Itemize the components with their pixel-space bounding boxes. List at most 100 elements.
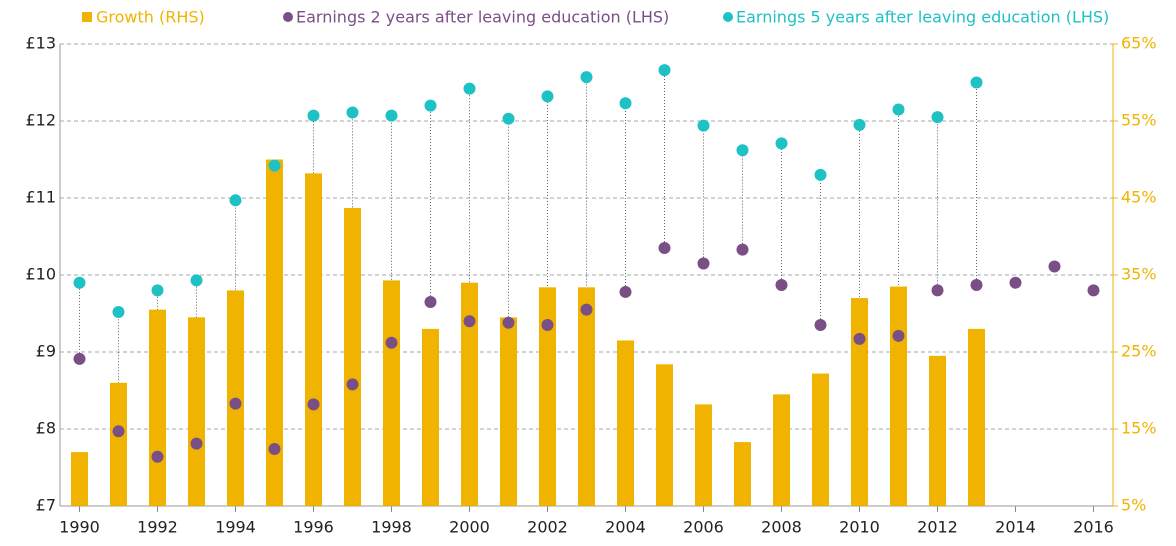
dot: [346, 378, 359, 391]
x-tick-label: 1994: [215, 518, 256, 537]
dot: [502, 316, 515, 329]
x-tick-label: 2008: [761, 518, 802, 537]
dot: [541, 90, 554, 103]
y-tick-label: £13: [25, 34, 56, 53]
y-tick-label: £8: [36, 419, 56, 438]
x-tick-label: 2016: [1073, 518, 1114, 537]
dot: [775, 137, 788, 150]
dot: [229, 194, 242, 207]
bar: [266, 159, 283, 506]
y2-tick-label: 5%: [1121, 496, 1146, 515]
dot: [112, 305, 125, 318]
y2-tick-label: 25%: [1121, 342, 1157, 361]
dot: [190, 437, 203, 450]
dot: [424, 295, 437, 308]
dot: [697, 119, 710, 132]
bar: [71, 452, 88, 506]
bar: [110, 382, 127, 506]
bar: [344, 208, 361, 506]
legend-label: Earnings 5 years after leaving education…: [736, 8, 1109, 27]
bar: [929, 355, 946, 506]
dot: [619, 285, 632, 298]
y-tick-label: £12: [25, 111, 56, 130]
dot: [112, 425, 125, 438]
legend-swatch: [283, 12, 293, 22]
dot: [619, 97, 632, 110]
legend-swatch: [723, 12, 733, 22]
dot: [268, 443, 281, 456]
bar: [695, 404, 712, 506]
dot: [580, 71, 593, 84]
dot: [385, 109, 398, 122]
bar: [305, 173, 322, 507]
bar: [656, 364, 673, 506]
dot: [892, 329, 905, 342]
dot: [853, 332, 866, 345]
y2-tick-label: 65%: [1121, 34, 1157, 53]
bar: [890, 286, 907, 506]
y-tick-label: £9: [36, 342, 56, 361]
bar: [539, 287, 556, 506]
dot: [580, 303, 593, 316]
bar: [188, 317, 205, 506]
legend-swatch: [82, 12, 92, 22]
bar: [734, 442, 751, 506]
dot: [658, 242, 671, 255]
dot: [736, 243, 749, 256]
dot: [931, 111, 944, 124]
dot: [970, 279, 983, 292]
x-tick-label: 1998: [371, 518, 412, 537]
bar: [500, 317, 517, 506]
x-tick-label: 2014: [995, 518, 1036, 537]
dot: [307, 109, 320, 122]
x-tick-label: 2004: [605, 518, 646, 537]
y2-tick-label: 45%: [1121, 188, 1157, 207]
x-tick-label: 1996: [293, 518, 334, 537]
dot: [424, 99, 437, 112]
dot: [463, 315, 476, 328]
x-tick-label: 2002: [527, 518, 568, 537]
y2-tick-label: 35%: [1121, 265, 1157, 284]
dot: [346, 106, 359, 119]
dot: [697, 257, 710, 270]
dot: [853, 118, 866, 131]
y2-tick-label: 15%: [1121, 419, 1157, 438]
dot: [541, 319, 554, 332]
dot: [1048, 260, 1061, 273]
dot: [229, 397, 242, 410]
dot: [151, 284, 164, 297]
x-tick-label: 1990: [59, 518, 100, 537]
dot: [1009, 276, 1022, 289]
dot: [463, 82, 476, 95]
x-tick-label: 2000: [449, 518, 490, 537]
dot: [892, 103, 905, 116]
bar: [422, 328, 439, 506]
bar: [461, 282, 478, 506]
dot: [385, 336, 398, 349]
bar: [617, 340, 634, 506]
dot: [268, 159, 281, 172]
y-tick-label: £10: [25, 265, 56, 284]
dot: [307, 398, 320, 411]
bar: [968, 328, 985, 506]
dot: [502, 112, 515, 125]
bar: [149, 309, 166, 506]
bar: [578, 287, 595, 506]
legend-label: Growth (RHS): [96, 8, 205, 27]
x-tick-label: 2010: [839, 518, 880, 537]
bar: [773, 394, 790, 506]
x-tick-label: 2006: [683, 518, 724, 537]
y-tick-label: £11: [25, 188, 56, 207]
bar: [383, 280, 400, 506]
dot: [736, 144, 749, 157]
dot: [73, 276, 86, 289]
dot: [73, 352, 86, 365]
dot: [814, 168, 827, 181]
dot: [151, 450, 164, 463]
dot: [1087, 284, 1100, 297]
legend-label: Earnings 2 years after leaving education…: [296, 8, 669, 27]
dot: [931, 284, 944, 297]
dot: [658, 64, 671, 77]
x-tick-label: 1992: [137, 518, 178, 537]
